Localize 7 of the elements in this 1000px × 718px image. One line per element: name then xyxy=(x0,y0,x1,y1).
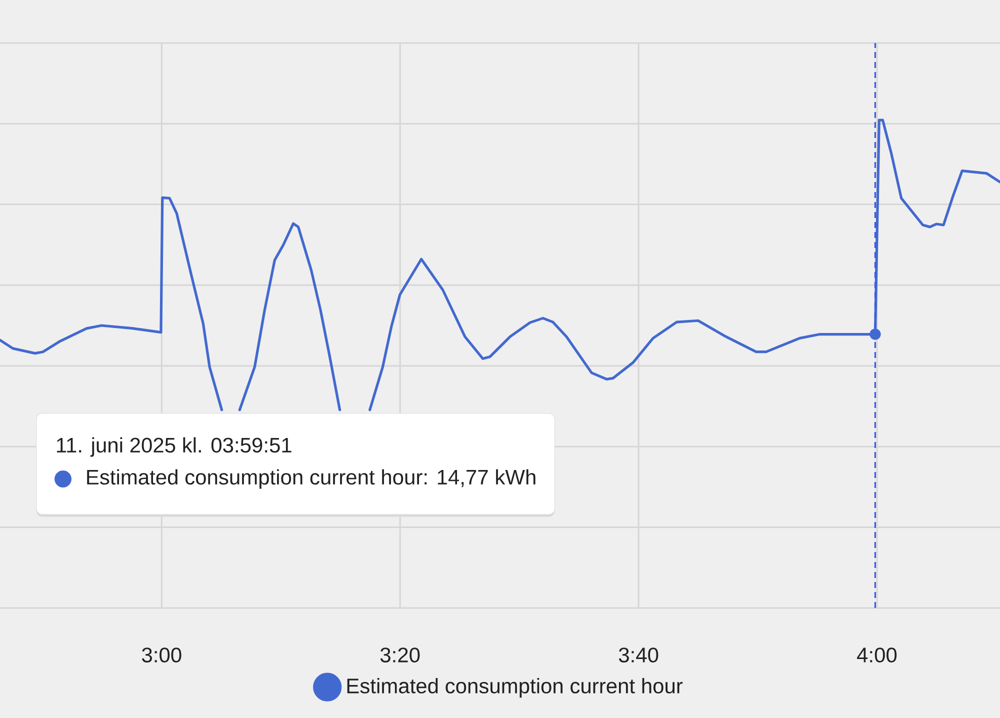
x-tick-label: 3:40 xyxy=(618,648,658,662)
x-tick-label: 3:00 xyxy=(142,648,182,662)
x-tick-label: 4:00 xyxy=(857,648,897,662)
annotation: 11. juni 2025 kl. 03:59:51 xyxy=(57,437,292,457)
x-tick-label: 3:20 xyxy=(380,648,420,662)
legend-label: Estimated consumption current hour xyxy=(347,678,683,698)
annotation: Estimated consumption current hour: 14,77 kWh xyxy=(87,469,536,489)
